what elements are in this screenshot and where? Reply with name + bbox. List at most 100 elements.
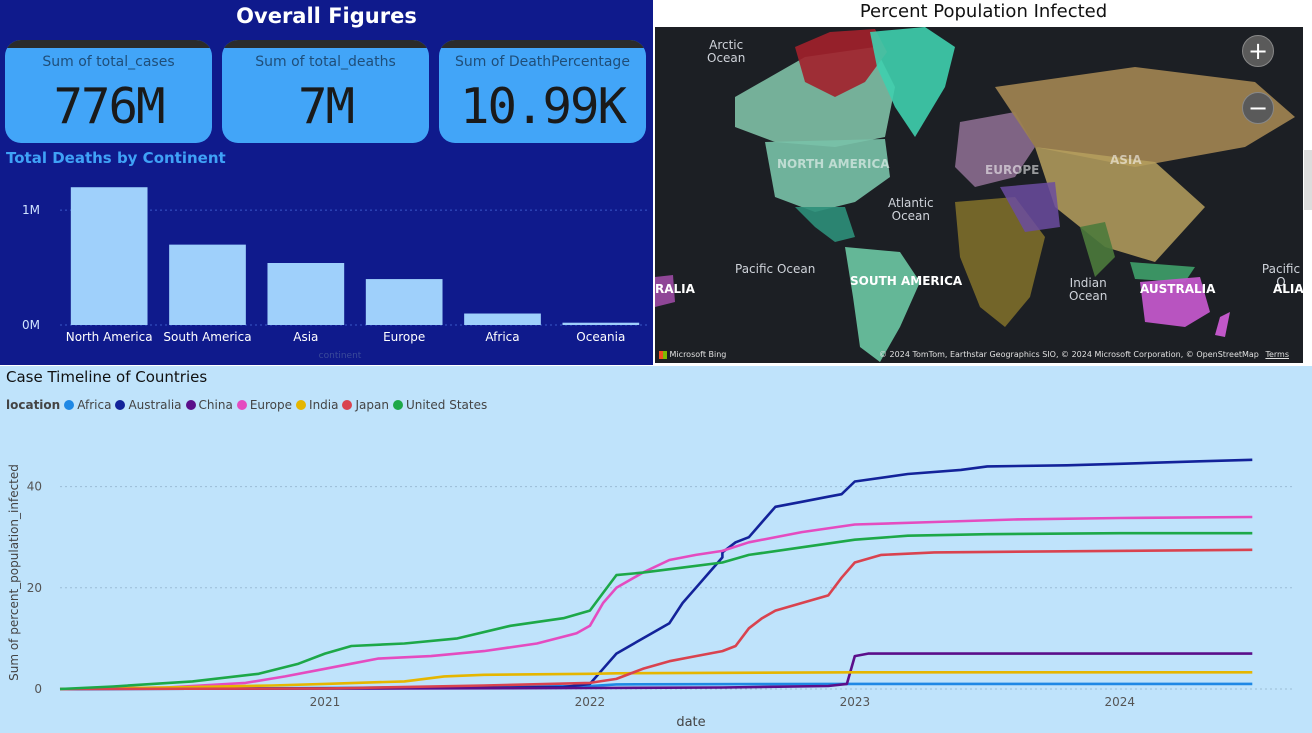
- series-line-europe: [59, 515, 1253, 691]
- x-tick-label: Europe: [383, 330, 425, 344]
- russia-shape: [995, 67, 1295, 167]
- deaths-by-continent-chart[interactable]: 0M 1M North America South America Asia Europe…: [0, 170, 653, 365]
- series-line-china: [59, 652, 1253, 691]
- death-percentage-value: 10.99K: [459, 78, 627, 135]
- series-line-japan: [59, 548, 1253, 691]
- bar-north-america: [70, 187, 148, 325]
- y-tick-label: 1M: [22, 203, 40, 217]
- asia-label: ASIA: [1110, 153, 1142, 167]
- north-america-label: NORTH AMERICA: [777, 157, 890, 171]
- legend-label: India: [309, 398, 339, 412]
- europe-label: EUROPE: [985, 163, 1040, 177]
- legend-title: location: [6, 398, 61, 412]
- overall-figures-panel: Overall Figures Sum of total_cases 776M …: [0, 0, 653, 365]
- greenland-shape: [870, 27, 955, 137]
- series-line-india: [59, 670, 1253, 691]
- legend-label: China: [198, 398, 233, 412]
- world-map[interactable]: Arctic Ocean Atlantic Ocean Pacific Ocean …: [655, 27, 1303, 363]
- total-deaths-label: Sum of total_deaths: [255, 54, 396, 70]
- europe-shape: [955, 112, 1035, 187]
- map-scrollbar[interactable]: [1304, 150, 1312, 210]
- pacific-ocean-label: Pacific Ocean: [735, 262, 816, 276]
- legend-label: Africa: [77, 398, 112, 412]
- legend-dot: [64, 400, 75, 410]
- legend-item-africa[interactable]: Africa: [64, 398, 111, 412]
- zoom-out-button[interactable]: −: [1242, 92, 1274, 124]
- total-cases-label: Sum of total_cases: [42, 54, 175, 70]
- x-tick-label: 2021: [310, 695, 341, 709]
- attribution-text[interactable]: © 2024 TomTom, Earthstar Geographics SIO…: [879, 350, 1259, 359]
- x-tick-label: 2024: [1105, 695, 1136, 709]
- middle-east-shape: [1000, 182, 1060, 232]
- map-title: Percent Population Infected: [859, 1, 1108, 22]
- x-tick-label: Oceania: [576, 330, 625, 344]
- new-zealand-shape: [1215, 312, 1230, 337]
- x-axis-label: date: [676, 715, 705, 730]
- south-america-label: SOUTH AMERICA: [850, 274, 963, 288]
- legend-item-united-states[interactable]: United States: [392, 398, 487, 412]
- india-shape: [1080, 222, 1115, 277]
- total-cases-card[interactable]: Sum of total_cases 776M: [5, 40, 212, 143]
- australia-left-label: RALIA: [655, 282, 695, 296]
- left-australia-shape: [655, 275, 675, 307]
- deaths-by-continent-title: Total Deaths by Continent: [6, 149, 226, 167]
- legend-item-europe[interactable]: Europe: [236, 398, 293, 412]
- africa-shape: [955, 197, 1045, 327]
- australia-shape: [1140, 277, 1210, 327]
- case-timeline-chart[interactable]: 0 20 40 2021 2022 2023 2024 date Sum of percent_…: [0, 366, 1312, 733]
- x-axis-label: continent: [319, 351, 362, 361]
- case-timeline-title: Case Timeline of Countries: [6, 368, 208, 386]
- x-tick-label: Asia: [293, 330, 318, 344]
- map-attribution: © 2024 TomTom, Earthstar Geographics SIO…: [879, 350, 1289, 359]
- bar-africa: [464, 313, 541, 325]
- x-tick-label: Africa: [485, 330, 519, 344]
- australia-label: AUSTRALIA: [1140, 282, 1216, 296]
- usa-shape: [765, 139, 890, 212]
- indonesia-shape: [1130, 262, 1195, 282]
- south-america-shape: [845, 247, 920, 362]
- y-tick-label: 0: [34, 682, 42, 696]
- x-tick-label: 2022: [575, 695, 606, 709]
- legend-dot: [392, 400, 403, 410]
- legend-dot: [115, 400, 126, 410]
- y-tick-label: 20: [27, 581, 42, 595]
- bing-logo: Microsoft Bing: [659, 350, 726, 359]
- asia-shape: [1035, 147, 1205, 262]
- series-line-united-states: [59, 531, 1253, 691]
- terms-link[interactable]: Terms: [1265, 350, 1289, 359]
- legend-item-australia[interactable]: Australia: [115, 398, 182, 412]
- death-percentage-card[interactable]: Sum of DeathPercentage 10.99K: [439, 40, 646, 143]
- y-tick-label: 0M: [22, 318, 40, 332]
- microsoft-logo-icon: [659, 350, 667, 359]
- case-timeline-panel: 0 20 40 2021 2022 2023 2024 date Sum of percent_…: [0, 366, 1312, 733]
- atlantic-ocean-label: Atlantic Ocean: [888, 196, 934, 223]
- total-deaths-value: 7M: [297, 78, 355, 135]
- timeline-legend: location Africa Australia China Europe India…: [6, 398, 491, 412]
- legend-label: Japan: [355, 398, 389, 412]
- legend-dot: [185, 400, 196, 410]
- legend-label: Europe: [249, 398, 293, 412]
- y-tick-label: 40: [27, 480, 42, 494]
- bing-text: Microsoft Bing: [669, 350, 727, 359]
- legend-dot: [236, 400, 247, 410]
- x-tick-label: North America: [66, 330, 153, 344]
- x-tick-label: 2023: [840, 695, 871, 709]
- bar-asia: [267, 263, 345, 325]
- y-axis-label: Sum of percent_population_infected: [7, 464, 21, 681]
- overall-figures-title: Overall Figures: [236, 4, 417, 28]
- x-tick-label: South America: [163, 330, 251, 344]
- legend-label: Australia: [128, 398, 182, 412]
- indian-ocean-label: Indian Ocean: [1069, 276, 1108, 303]
- total-deaths-card[interactable]: Sum of total_deaths 7M: [222, 40, 429, 143]
- legend-item-japan[interactable]: Japan: [342, 398, 389, 412]
- mexico-shape: [795, 207, 855, 242]
- legend-dot: [342, 400, 353, 410]
- legend-item-india[interactable]: India: [296, 398, 338, 412]
- arctic-islands-shape: [795, 29, 887, 97]
- bar-europe: [365, 279, 443, 325]
- death-percentage-label: Sum of DeathPercentage: [455, 54, 630, 70]
- legend-item-china[interactable]: China: [185, 398, 233, 412]
- bar-south-america: [169, 244, 246, 325]
- zoom-in-button[interactable]: +: [1242, 35, 1274, 67]
